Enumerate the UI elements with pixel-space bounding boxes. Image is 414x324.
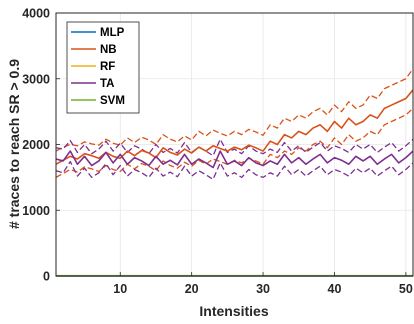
legend-label-ta: TA: [100, 78, 114, 90]
legend-box: [66, 21, 140, 114]
x-tick-label: 30: [256, 282, 270, 296]
x-tick-label: 40: [328, 282, 342, 296]
legend-label-svm: SVM: [100, 95, 125, 107]
y-tick-label: 0: [43, 270, 50, 284]
y-tick-label: 1000: [22, 204, 50, 218]
y-tick-label: 3000: [22, 72, 50, 86]
y-axis-label: # traces to reach SR > 0.9: [6, 59, 22, 229]
axis-ticks: 0 1000 2000 3000 4000 10 20 30 40 50: [22, 7, 413, 297]
series-line-nb: [55, 89, 414, 165]
series-line-ta: [55, 150, 414, 169]
legend-label-nb: NB: [100, 44, 117, 56]
x-tick-label: 20: [185, 282, 199, 296]
legend-items: MLP NB RF TA SVM: [71, 27, 125, 107]
x-tick-label: 10: [113, 282, 127, 296]
series-line-nb-upper: [55, 68, 414, 152]
legend: MLP NB RF TA SVM: [66, 21, 140, 114]
legend-label-mlp: MLP: [100, 27, 125, 39]
series-line-ta-upper: [55, 138, 414, 157]
y-tick-label: 4000: [22, 7, 50, 21]
x-tick-label: 50: [399, 282, 413, 296]
series-line-ta-lower: [55, 160, 414, 180]
legend-label-rf: RF: [100, 61, 115, 73]
y-tick-label: 2000: [22, 138, 50, 152]
x-axis-label: Intensities: [199, 303, 268, 319]
